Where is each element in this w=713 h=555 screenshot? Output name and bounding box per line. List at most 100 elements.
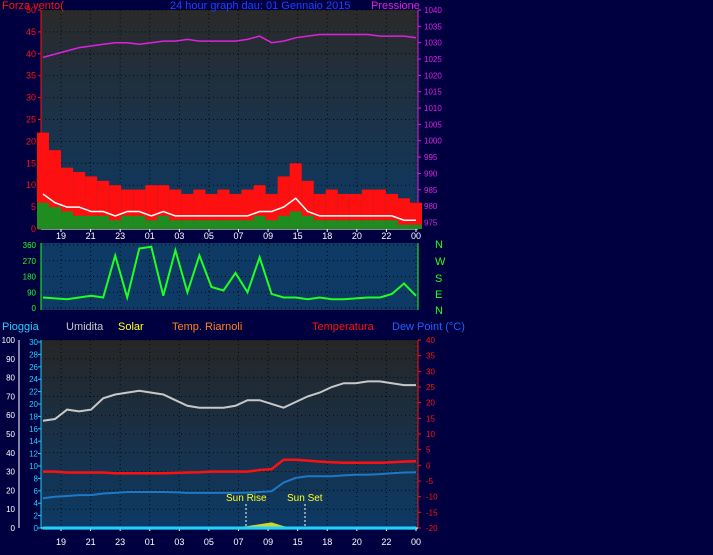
legend-temp-riarnoli: Temp. Riarnoli — [172, 321, 242, 333]
dir-y-tick-label-0: 0 — [32, 304, 37, 313]
temp-y-tick-label--5: -5 — [426, 477, 434, 486]
climate-x-tick-label-07: 07 — [233, 537, 243, 547]
wind-gust-bar — [397, 198, 410, 229]
wind-speed-bar — [169, 220, 182, 229]
compass-s: S — [435, 273, 442, 285]
temp-y-tick-label-0: 0 — [426, 461, 431, 470]
pressure-y-tick-label-1025: 1025 — [424, 55, 442, 64]
wind-x-tick-label-09: 09 — [263, 231, 273, 241]
pressure-y-tick-label-1010: 1010 — [424, 104, 442, 113]
climate-x-tick-label-00: 00 — [411, 537, 421, 547]
wind-gust-bar — [241, 189, 254, 229]
wind-gust-bar — [217, 189, 230, 229]
legend-temperatura: Temperatura — [312, 321, 375, 333]
hum-y-tick-label-6: 6 — [34, 487, 39, 496]
wind-gust-bar — [373, 189, 386, 229]
wind-avg-line — [42, 193, 416, 221]
wind-speed-bar — [373, 220, 386, 229]
wind-x-tick-label-22: 22 — [381, 231, 391, 241]
wind-speed-bar — [349, 220, 362, 229]
wind-y-tick-label-0: 0 — [31, 224, 36, 234]
wind-x-tick-label-01: 01 — [145, 231, 155, 241]
hum-y-tick-label-8: 8 — [34, 474, 39, 483]
temp-y-tick-label-25: 25 — [426, 383, 435, 392]
temperatura-line — [43, 458, 417, 475]
wind-y-tick-label-20: 20 — [26, 136, 36, 146]
wind-speed-bar — [241, 220, 254, 229]
pressure-y-tick-label-995: 995 — [424, 153, 438, 162]
wind-gust-bar — [145, 185, 158, 229]
direction-line — [42, 245, 417, 302]
pressure-y-tick-label-1000: 1000 — [424, 137, 442, 146]
pressure-y-tick-label-1020: 1020 — [424, 71, 442, 80]
wind-x-tick-label-07: 07 — [233, 231, 243, 241]
wind-gust-bar — [361, 189, 374, 229]
wind-speed-bar — [337, 220, 350, 229]
hum-y-tick-label-24: 24 — [29, 375, 38, 384]
wind-gust-bar — [169, 189, 182, 229]
pressure-y-tick-label-1015: 1015 — [424, 88, 442, 97]
wind-x-tick-label-00: 00 — [411, 231, 421, 241]
wind-gust-bar — [109, 185, 122, 229]
hum-y-tick-label-2: 2 — [34, 512, 39, 521]
hum-y-tick-label-18: 18 — [29, 412, 38, 421]
hum-y-tick-label-30: 30 — [29, 338, 38, 347]
wind-y-tick-label-40: 40 — [26, 49, 36, 59]
wind-speed-bar — [145, 220, 158, 229]
wind-gust-bar — [409, 202, 423, 229]
wind-speed-bar — [157, 215, 170, 229]
temp-y-tick-label--10: -10 — [426, 493, 438, 502]
wind-y-tick-label-5: 5 — [31, 202, 36, 212]
legend-dew-point: Dew Point (°C) — [392, 321, 465, 333]
wind-x-tick-label-19: 19 — [56, 231, 66, 241]
rain-y-tick-label-40: 40 — [6, 449, 15, 458]
rain-y-tick-label-100: 100 — [2, 336, 16, 345]
temp-y-tick-label--20: -20 — [426, 524, 438, 533]
compass-n-bottom: N — [435, 305, 443, 317]
compass-n-top: N — [435, 239, 443, 251]
wind-speed-bar — [409, 224, 423, 229]
wind-speed-bar — [397, 224, 410, 229]
wind-y-tick-label-25: 25 — [26, 115, 36, 125]
wind-speed-bar — [61, 211, 74, 229]
wind-speed-bar — [121, 215, 134, 229]
sun-rise-label: Sun Rise — [226, 493, 267, 504]
wind-y-tick-label-10: 10 — [26, 180, 36, 190]
dir-y-tick-label-360: 360 — [23, 241, 37, 250]
dir-y-tick-label-90: 90 — [27, 288, 36, 297]
wind-pressione-line — [42, 33, 417, 59]
wind-speed-bar — [217, 220, 230, 229]
wind-speed-bar — [85, 215, 98, 229]
dir-y-tick-label-270: 270 — [23, 257, 37, 266]
wind-x-tick-label-21: 21 — [86, 231, 96, 241]
temp-y-tick-label-40: 40 — [426, 336, 435, 345]
wind-gust-bar — [193, 189, 206, 229]
hum-y-tick-label-22: 22 — [29, 388, 38, 397]
pressure-y-tick-label-1035: 1035 — [424, 22, 442, 31]
rain-y-tick-label-30: 30 — [6, 468, 15, 477]
wind-speed-bar — [313, 220, 326, 229]
wind-speed-bar — [193, 220, 206, 229]
climate-plot-bg — [41, 340, 418, 530]
rain-y-tick-label-0: 0 — [11, 524, 16, 533]
wind-x-tick-label-18: 18 — [322, 231, 332, 241]
pressure-y-tick-label-1040: 1040 — [424, 6, 442, 15]
pressure-y-tick-label-1030: 1030 — [424, 39, 442, 48]
pressure-y-tick-label-985: 985 — [424, 186, 438, 195]
climate-x-tick-label-01: 01 — [145, 537, 155, 547]
wind-speed-bar — [385, 220, 398, 229]
hum-y-tick-label-14: 14 — [29, 437, 38, 446]
rain-y-tick-label-90: 90 — [6, 355, 15, 364]
temp-y-tick-label-15: 15 — [426, 414, 435, 423]
pressure-y-tick-label-975: 975 — [424, 218, 438, 227]
wind-speed-bar — [49, 207, 62, 229]
wind-speed-bar — [73, 215, 86, 229]
hum-y-tick-label-0: 0 — [34, 524, 39, 533]
wind-speed-bar — [361, 220, 374, 229]
pressure-axis-label: Pressione — [371, 0, 420, 12]
hum-y-tick-label-26: 26 — [29, 363, 38, 372]
temp-y-tick-label-10: 10 — [426, 430, 435, 439]
climate-x-tick-label-19: 19 — [56, 537, 66, 547]
legend-solar: Solar — [118, 321, 144, 333]
